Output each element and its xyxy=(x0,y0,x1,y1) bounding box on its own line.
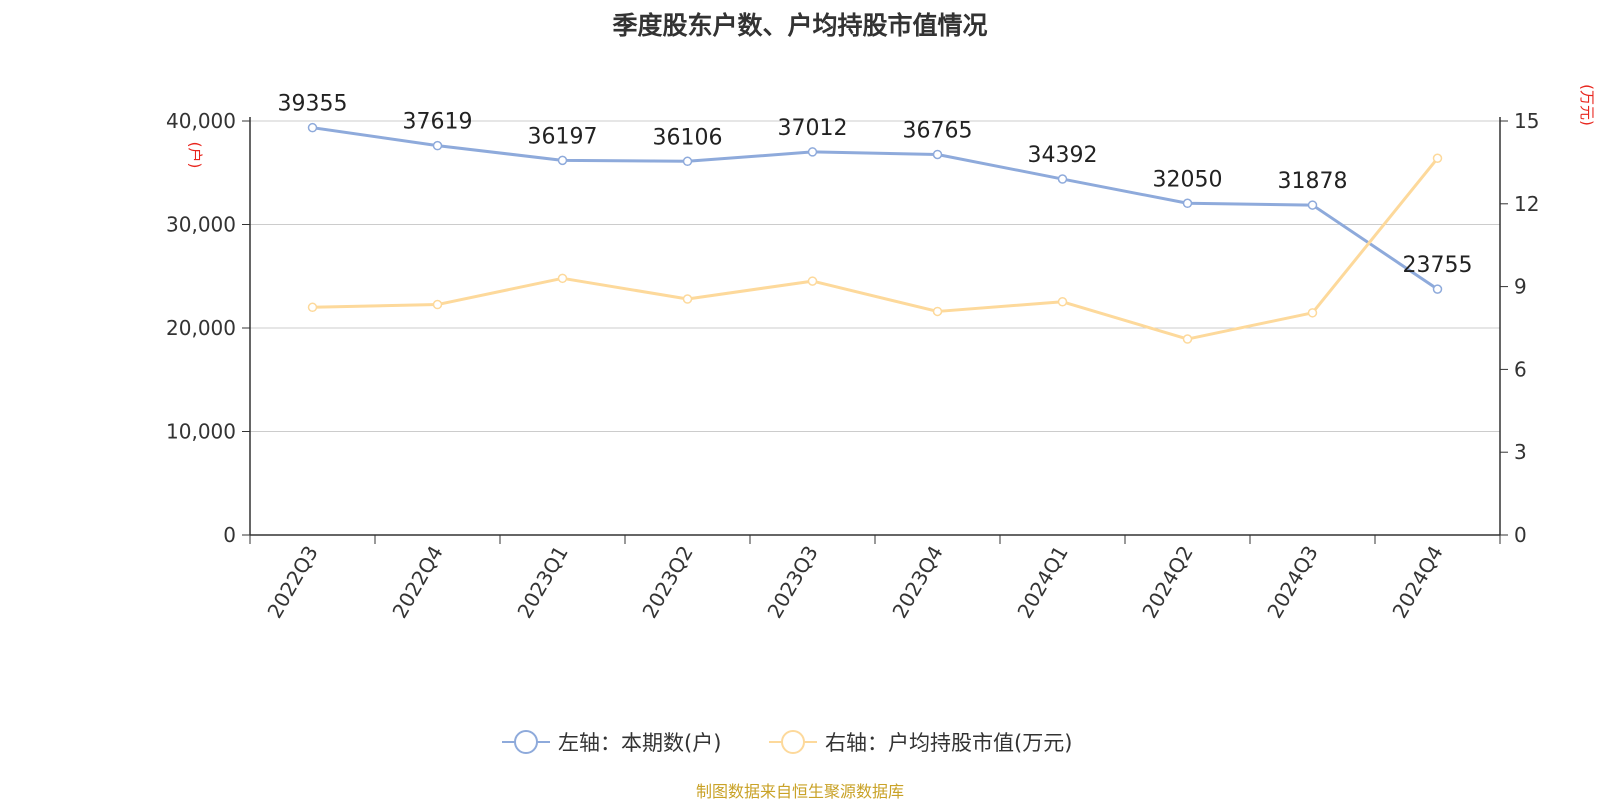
source-note: 制图数据来自恒生聚源数据库 xyxy=(695,782,904,801)
x-axis-tick-label: 2024Q4 xyxy=(1387,542,1447,623)
series-2-point xyxy=(807,276,818,286)
left-axis-tick-label: 10,000 xyxy=(166,420,236,444)
right-axis-tick-label: 6 xyxy=(1514,357,1527,381)
data-label: 37012 xyxy=(778,116,848,141)
series-2-point xyxy=(932,306,943,317)
series-1-point xyxy=(1432,284,1443,294)
right-axis-tick-label: 9 xyxy=(1514,275,1527,299)
left-axis-tick-label: 0 xyxy=(223,523,236,547)
series-2-point xyxy=(1307,308,1318,318)
series-2-point xyxy=(432,299,443,310)
x-axis-tick-label: 2023Q4 xyxy=(887,542,947,623)
x-axis-tick-label: 2024Q2 xyxy=(1137,542,1197,623)
left-axis-label: (户) xyxy=(186,142,204,169)
series-1-point xyxy=(432,140,443,151)
left-axis-tick-label: 40,000 xyxy=(166,109,236,133)
series-2-point xyxy=(682,294,693,304)
series-1-point xyxy=(1057,174,1068,184)
chart-title: 季度股东户数、户均持股市值情况 xyxy=(612,11,988,40)
series-line-2 xyxy=(312,157,1439,341)
data-label: 23755 xyxy=(1403,253,1473,278)
x-axis-tick-label: 2024Q3 xyxy=(1262,542,1322,623)
series-1-point xyxy=(1182,198,1193,209)
legend-label-1: 左轴：本期数(户) xyxy=(558,731,721,755)
series-1-point xyxy=(307,122,318,133)
data-label: 31878 xyxy=(1278,169,1348,194)
left-axis-tick-label: 20,000 xyxy=(166,316,236,340)
x-axis-tick-label: 2022Q4 xyxy=(387,542,447,623)
series-1-point xyxy=(557,155,568,166)
legend-marker-1 xyxy=(514,730,538,754)
data-label: 36197 xyxy=(528,124,598,149)
right-axis-tick-label: 0 xyxy=(1514,523,1527,547)
legend-marker-2 xyxy=(781,730,805,754)
x-axis-tick-label: 2023Q2 xyxy=(637,542,697,623)
right-axis-tick-label: 3 xyxy=(1514,440,1527,464)
series-2-point xyxy=(557,273,568,284)
series-1-point xyxy=(932,149,943,160)
data-label: 36765 xyxy=(903,118,973,143)
series-1-point xyxy=(807,147,818,157)
x-axis-tick-label: 2023Q1 xyxy=(512,542,572,623)
data-label: 37619 xyxy=(403,110,473,135)
series-2-point xyxy=(1432,153,1443,164)
data-label: 32050 xyxy=(1153,167,1223,192)
series-2-point xyxy=(307,302,318,313)
data-label: 39355 xyxy=(278,92,348,117)
series-1-point xyxy=(1307,200,1318,210)
data-label: 36106 xyxy=(653,125,723,150)
left-axis-tick-label: 30,000 xyxy=(166,213,236,237)
data-label: 34392 xyxy=(1028,143,1098,168)
series-1-point xyxy=(682,156,693,167)
series-2-point xyxy=(1057,297,1068,307)
series-2-point xyxy=(1182,334,1193,344)
x-axis-tick-label: 2024Q1 xyxy=(1012,542,1072,623)
right-axis-label: (万元) xyxy=(1578,84,1596,126)
legend-label-2: 右轴：户均持股市值(万元) xyxy=(825,731,1072,755)
x-axis-tick-label: 2023Q3 xyxy=(762,542,822,623)
right-axis-tick-label: 12 xyxy=(1514,192,1539,216)
x-axis-tick-label: 2022Q3 xyxy=(262,542,322,623)
right-axis-tick-label: 15 xyxy=(1514,109,1539,133)
series-line-1 xyxy=(312,126,1439,291)
